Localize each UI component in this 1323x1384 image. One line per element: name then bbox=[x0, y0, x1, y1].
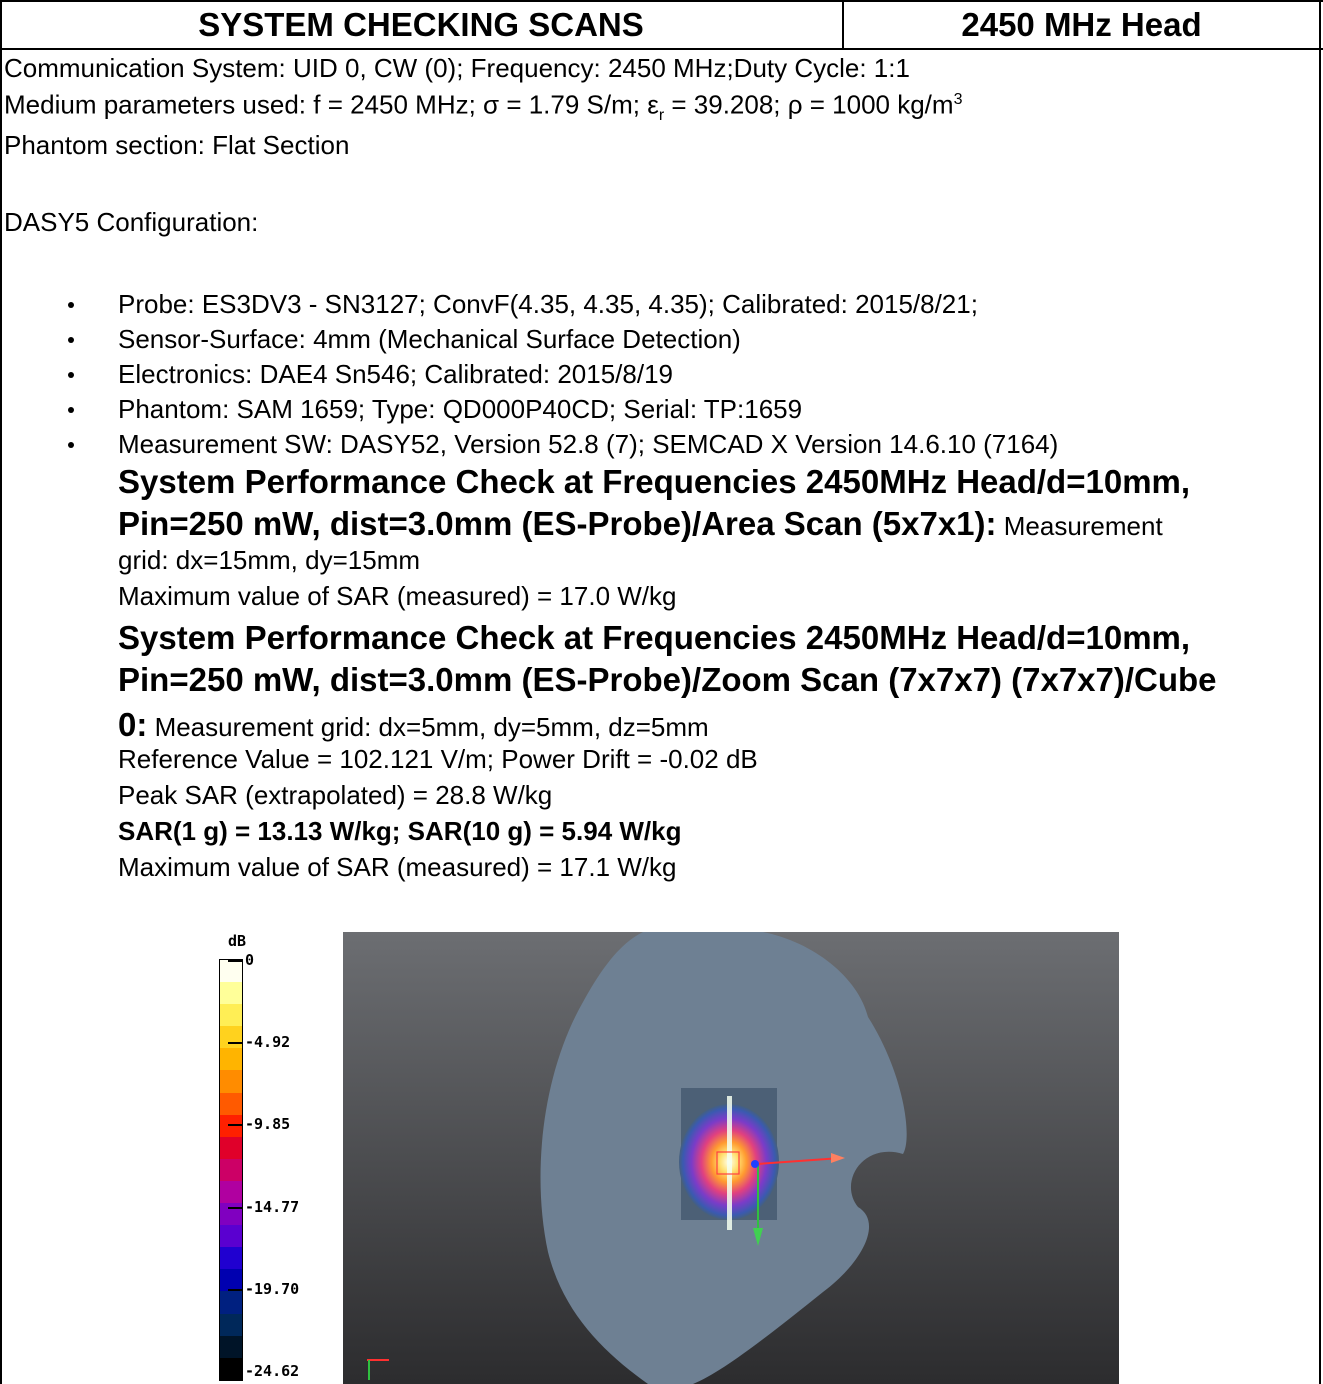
colorbar-segment bbox=[220, 1048, 242, 1071]
colorbar-segment bbox=[220, 1313, 242, 1336]
colorbar-tick-mark bbox=[228, 960, 242, 962]
medium-parameters-text: Medium parameters used: f = 2450 MHz; σ … bbox=[4, 89, 963, 124]
sar-scan-plot bbox=[343, 932, 1119, 1384]
zoom-scan-grid-line: 0: Measurement grid: dx=5mm, dy=5mm, dz=… bbox=[118, 706, 709, 743]
page-title: SYSTEM CHECKING SCANS bbox=[0, 2, 844, 48]
colorbar-segment bbox=[220, 1225, 242, 1248]
colorbar-segment bbox=[220, 982, 242, 1005]
colorbar-tick-mark bbox=[228, 1207, 242, 1209]
area-scan-max-sar: Maximum value of SAR (measured) = 17.0 W… bbox=[118, 581, 677, 611]
colorbar-segment bbox=[220, 1070, 242, 1093]
colorbar-tick: 0 bbox=[245, 951, 255, 969]
frequency-title: 2450 MHz Head bbox=[961, 6, 1202, 43]
origin-marker bbox=[751, 1160, 759, 1168]
colorbar-segment bbox=[220, 1269, 242, 1292]
zoom-scan-peak: Peak SAR (extrapolated) = 28.8 W/kg bbox=[118, 780, 553, 810]
colorbar-segment bbox=[220, 1026, 242, 1049]
zoom-scan-title-2: Pin=250 mW, dist=3.0mm (ES-Probe)/Zoom S… bbox=[118, 661, 1217, 698]
area-scan-title-2: Pin=250 mW, dist=3.0mm (ES-Probe)/Area S… bbox=[118, 505, 1163, 542]
colorbar-segment bbox=[220, 1158, 242, 1181]
colorbar-tick: -14.77 bbox=[245, 1198, 300, 1216]
colorbar-tick-mark bbox=[228, 1289, 242, 1291]
zoom-scan-reference: Reference Value = 102.121 V/m; Power Dri… bbox=[118, 744, 758, 774]
colorbar-segment bbox=[220, 1092, 242, 1115]
colorbar-segment bbox=[220, 1004, 242, 1027]
peak-marker bbox=[716, 1151, 740, 1175]
x-axis-arrow bbox=[756, 1157, 842, 1165]
zoom-scan-max-sar: Maximum value of SAR (measured) = 17.1 W… bbox=[118, 852, 677, 882]
colorbar-segment bbox=[220, 1247, 242, 1270]
colorbar-tick: -24.62 bbox=[245, 1362, 300, 1380]
colorbar-tick-mark bbox=[228, 1042, 242, 1044]
phantom-section-text: Phantom section: Flat Section bbox=[4, 130, 350, 160]
zoom-scan-sar-values: SAR(1 g) = 13.13 W/kg; SAR(10 g) = 5.94 … bbox=[118, 816, 682, 846]
config-heading: DASY5 Configuration: bbox=[4, 207, 259, 237]
area-scan-grid: grid: dx=15mm, dy=15mm bbox=[118, 545, 421, 575]
colorbar-segment bbox=[220, 1136, 242, 1159]
dipole-feed bbox=[727, 1096, 732, 1230]
colorbar-segment bbox=[220, 1291, 242, 1314]
colorbar-tick: -19.70 bbox=[245, 1280, 300, 1298]
colorbar-tick: -9.85 bbox=[245, 1115, 291, 1133]
colorbar bbox=[219, 959, 243, 1381]
header-table: SYSTEM CHECKING SCANS 2450 MHz Head bbox=[0, 0, 1323, 50]
colorbar-segment bbox=[220, 960, 242, 983]
colorbar-tick-mark bbox=[228, 1124, 242, 1126]
colorbar-tick-mark bbox=[228, 1371, 242, 1373]
area-scan-title-1: System Performance Check at Frequencies … bbox=[118, 463, 1191, 500]
colorbar-segment bbox=[220, 1357, 242, 1380]
colorbar-unit: dB bbox=[228, 932, 247, 950]
colorbar-tick: -4.92 bbox=[245, 1033, 291, 1051]
colorbar-segment bbox=[220, 1335, 242, 1358]
colorbar-segment bbox=[220, 1180, 242, 1204]
comm-system-text: Communication System: UID 0, CW (0); Fre… bbox=[4, 53, 910, 83]
zoom-scan-title-1: System Performance Check at Frequencies … bbox=[118, 619, 1191, 656]
